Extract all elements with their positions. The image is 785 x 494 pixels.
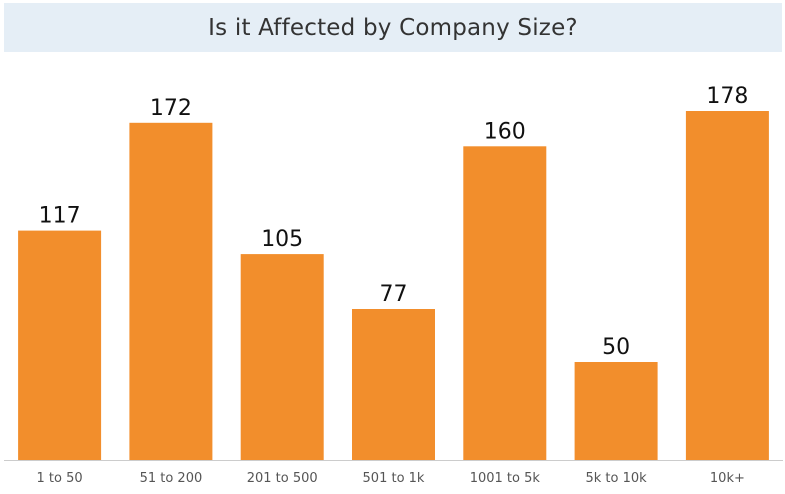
x-tick-label-6: 10k+ xyxy=(710,471,745,486)
bar-2 xyxy=(240,254,324,460)
data-label-0: 117 xyxy=(39,204,81,229)
data-label-2: 105 xyxy=(261,227,303,252)
x-tick-label-1: 51 to 200 xyxy=(140,471,203,486)
chart-title: Is it Affected by Company Size? xyxy=(208,14,578,41)
bar-6 xyxy=(685,111,769,460)
data-label-5: 50 xyxy=(602,335,630,360)
x-tick-label-5: 5k to 10k xyxy=(586,471,648,486)
x-tick-label-3: 501 to 1k xyxy=(363,471,425,486)
x-tick-label-4: 1001 to 5k xyxy=(470,471,541,486)
bar-5 xyxy=(574,362,658,460)
data-label-4: 160 xyxy=(484,119,526,144)
bar-0 xyxy=(18,230,102,460)
chart-title-bar: Is it Affected by Company Size? xyxy=(4,3,782,52)
x-tick-label-0: 1 to 50 xyxy=(37,471,83,486)
bar-3 xyxy=(352,309,435,460)
data-label-1: 172 xyxy=(150,96,192,121)
bar-4 xyxy=(463,146,547,461)
bar-1 xyxy=(129,122,213,461)
data-label-3: 77 xyxy=(380,282,408,307)
x-tick-label-2: 201 to 500 xyxy=(247,471,318,486)
data-label-6: 178 xyxy=(706,84,748,109)
